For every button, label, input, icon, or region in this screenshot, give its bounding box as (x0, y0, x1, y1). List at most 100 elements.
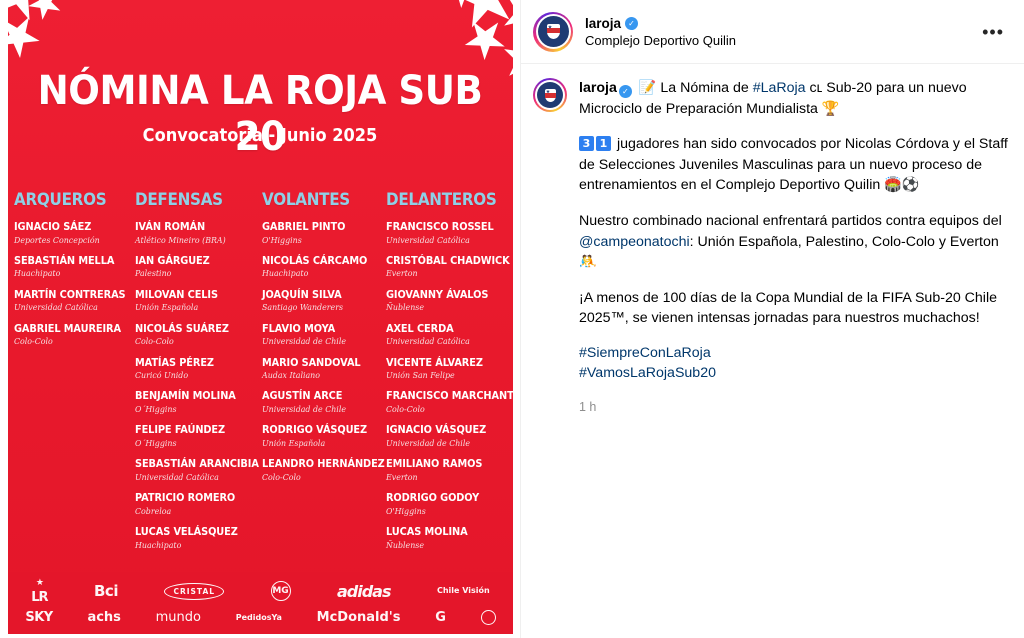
sponsor-label: SKY (25, 609, 53, 625)
player-club: Palestino (135, 268, 172, 279)
player-name: RODRIGO GODOY (386, 492, 480, 505)
player-entry: SEBASTIÁN MELLA Huachipato (14, 255, 131, 279)
poster-edge-right (513, 0, 520, 638)
player-entry: IGNACIO SÁEZ Deportes Concepción (14, 221, 131, 245)
player-name: JOAQUÍN SILVA (262, 288, 342, 301)
caption-line1-prefix: 📝 La Nómina de (634, 80, 753, 96)
player-entry: RODRIGO GODOY O'Higgins (386, 493, 517, 516)
more-options-icon[interactable]: ••• (982, 21, 1004, 42)
verified-badge-icon: ✓ (625, 16, 639, 30)
sponsor-logo-circle-icon (480, 609, 496, 625)
player-club: Huachipato (14, 268, 61, 279)
player-club: Curicó Unido (135, 370, 189, 381)
poster-subtitle: Convocatoria - Junio 2025 (142, 125, 378, 146)
player-name: AGUSTÍN ARCE (262, 390, 343, 403)
player-name: FRANCISCO MARCHANT (386, 390, 515, 403)
sponsor-logo-bci-icon: Bci (94, 582, 118, 600)
player-entry: IGNACIO VÁSQUEZ Universidad de Chile (386, 425, 517, 448)
sponsor-logo-pedidosya-icon: PedidosYa (236, 613, 282, 622)
column-heading: DEFENSAS (135, 190, 224, 209)
player-club: O'Higgins (386, 505, 427, 516)
player-club: O'Higgins (262, 234, 303, 245)
player-club: Universidad Católica (14, 302, 98, 313)
player-entry: BENJAMÍN MOLINA O´Higgins (135, 391, 258, 414)
hashtag-laroja-link[interactable]: #LaRoja (752, 80, 806, 96)
player-entry: VICENTE ÁLVAREZ Unión San Felipe (386, 356, 517, 381)
player-entry: CRISTÓBAL CHADWICK Everton (386, 254, 517, 279)
player-name: NICOLÁS SUÁREZ (135, 322, 230, 335)
player-club: Colo-Colo (262, 471, 302, 482)
account-username[interactable]: laroja (585, 15, 622, 31)
squad-columns: ARQUEROS IGNACIO SÁEZ Deportes Concepció… (14, 190, 515, 561)
keycap-digit-three-icon: 3 (579, 136, 594, 152)
caption-username[interactable]: laroja (579, 80, 617, 96)
player-entry: JOAQUÍN SILVA Santiago Wanderers (262, 288, 382, 313)
player-name: GIOVANNY ÁVALOS (386, 288, 489, 301)
avatar-inner (535, 80, 565, 110)
player-name: FRANCISCO ROSSEL (386, 221, 495, 233)
crest-band (544, 92, 556, 98)
player-club: Ñublense (386, 302, 425, 313)
crest-shield-shape (544, 88, 556, 102)
sponsor-logo-sky-icon: SKY (25, 609, 53, 625)
player-entry: MARTÍN CONTRERAS Universidad Católica (14, 289, 131, 313)
player-name: BENJAMÍN MOLINA (135, 390, 237, 403)
caption-hashtags: #SiempreConLaRoja #VamosLaRojaSub20 (579, 344, 1008, 384)
post-header: laroja ✓ Complejo Deportivo Quilin ••• (521, 0, 1024, 64)
player-club: Colo-Colo (386, 403, 426, 414)
poster-edge-bottom (0, 634, 520, 638)
sponsor-logo-mg-icon: MG (270, 581, 291, 601)
crest-shield-shape (546, 24, 560, 39)
player-entry: MARIO SANDOVAL Audax Italiano (262, 356, 382, 381)
poster-edge-left (0, 0, 8, 638)
player-club: Universidad de Chile (262, 336, 347, 347)
player-club: O´Higgins (135, 437, 177, 448)
sponsor-logo-chilevision-icon: Chile Visión (437, 586, 490, 595)
sponsor-logo-la-roja-icon: ★ LR (31, 577, 48, 604)
player-name: VICENTE ÁLVAREZ (386, 356, 484, 369)
player-name: PATRICIO ROMERO (135, 492, 236, 505)
column-heading: ARQUEROS (14, 190, 107, 209)
squad-column-defenders: DEFENSAS IVÁN ROMÁN Atlético Mineiro (BR… (135, 190, 262, 561)
player-entry: RODRIGO VÁSQUEZ Unión Española (262, 425, 382, 448)
sponsor-label: adidas (336, 581, 392, 601)
player-club: Deportes Concepción (14, 234, 100, 245)
keycap-digit-one-icon: 1 (596, 136, 611, 152)
post-image-poster[interactable]: NÓMINA LA ROJA SUB 20 Convocatoria - Jun… (0, 0, 520, 638)
sponsor-label: mundo (155, 609, 201, 625)
player-name: AXEL CERDA (386, 322, 454, 335)
avatar[interactable] (533, 11, 573, 52)
player-name: GABRIEL PINTO (262, 221, 346, 233)
username-row: laroja ✓ (585, 16, 976, 31)
verified-badge-icon: ✓ (618, 85, 632, 99)
crest-star-icon (546, 89, 550, 94)
caption-para3-suffix: : Unión Española, Palestino, Colo-Colo y… (579, 233, 999, 271)
caption-avatar[interactable] (533, 78, 567, 112)
player-club: Everton (386, 471, 419, 482)
player-name: LEANDRO HERNÁNDEZ (262, 458, 386, 471)
sponsor-logo-adidas-icon: adidas (336, 581, 392, 601)
star-glyph-icon: ★ (35, 577, 44, 588)
player-entry: LUCAS MOLINA Ñublense (386, 526, 517, 550)
player-entry: LEANDRO HERNÁNDEZ Colo-Colo (262, 458, 386, 482)
player-name: CRISTÓBAL CHADWICK (386, 254, 510, 267)
sponsor-logo-achs-icon: achs (87, 610, 120, 625)
caption-text: laroja ✓ 📝 La Nómina de #LaRoja ᴄʟ Sub-20… (579, 78, 1008, 416)
hashtag-siempreconlaroja-link[interactable]: #SiempreConLaRoja (579, 344, 711, 361)
caption-paragraph-3: Nuestro combinado nacional enfrentará pa… (579, 211, 1008, 273)
player-club: Huachipato (135, 539, 182, 550)
player-name: MARIO SANDOVAL (262, 356, 361, 369)
player-club: O´Higgins (135, 403, 177, 414)
squad-column-goalkeepers: ARQUEROS IGNACIO SÁEZ Deportes Concepció… (14, 190, 135, 561)
player-entry: PATRICIO ROMERO Cobreloa (135, 493, 258, 516)
caption-paragraph-4: ¡A menos de 100 días de la Copa Mundial … (579, 289, 997, 327)
player-club: Universidad de Chile (386, 437, 471, 448)
player-club: Santiago Wanderers (262, 302, 344, 313)
sponsor-logo-cristal-icon: CRISTAL (164, 582, 225, 600)
mention-campeonatochi-link[interactable]: @campeonatochi (579, 233, 690, 250)
sponsor-logo-gatorade-icon: G (435, 610, 446, 625)
crest-band (546, 28, 560, 33)
player-name: NICOLÁS CÁRCAMO (262, 254, 368, 267)
hashtag-vamoslarojasub20-link[interactable]: #VamosLaRojaSub20 (579, 364, 716, 381)
post-location[interactable]: Complejo Deportivo Quilin (585, 32, 737, 48)
